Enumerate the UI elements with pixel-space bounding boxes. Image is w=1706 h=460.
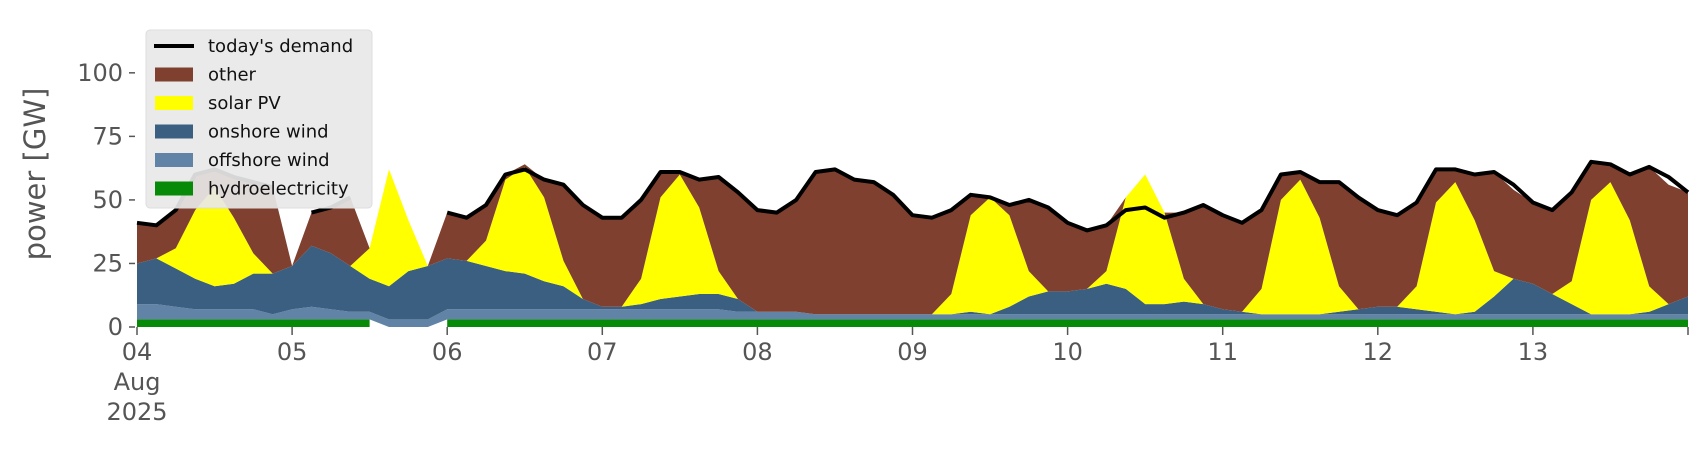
y-axis: 0 25 50 75 100 xyxy=(77,59,135,341)
area-hydroelectricity xyxy=(447,319,1689,327)
legend-swatch-hydroelectricity xyxy=(155,181,193,196)
legend-box xyxy=(145,29,373,209)
area-offshore-wind xyxy=(137,304,1688,327)
area-hydroelectricity xyxy=(137,319,370,327)
x-tick-label-0-1: Aug xyxy=(114,368,161,396)
legend: today's demand other solar PV onshore wind o… xyxy=(145,29,373,209)
legend-label-other: other xyxy=(208,65,257,86)
area-onshore-wind xyxy=(137,245,1688,320)
x-tick-label-5-0: 09 xyxy=(897,338,928,366)
y-tick-label-75: 75 xyxy=(92,122,123,150)
x-tick-label-7-0: 11 xyxy=(1207,338,1238,366)
area-solar-pv xyxy=(137,166,1688,315)
legend-label-offshore-wind: offshore wind xyxy=(208,150,330,171)
y-tick-label-100: 100 xyxy=(77,59,123,87)
y-tick-label-0: 0 xyxy=(108,313,123,341)
x-tick-label-0-0: 04 xyxy=(122,338,153,366)
x-tick-label-3-0: 07 xyxy=(587,338,618,366)
legend-label-hydroelectricity: hydroelectricity xyxy=(208,179,349,200)
area-layers xyxy=(137,161,1689,327)
legend-label-today-s-demand: today's demand xyxy=(208,36,353,57)
legend-swatch-other xyxy=(155,67,193,82)
legend-swatch-offshore-wind xyxy=(155,153,193,167)
legend-swatch-solar-pv xyxy=(155,96,193,110)
y-tick-label-50: 50 xyxy=(92,186,123,214)
legend-label-solar-pv: solar PV xyxy=(208,93,281,114)
y-tick-label-25: 25 xyxy=(92,249,123,277)
x-tick-label-2-0: 06 xyxy=(432,338,463,366)
x-tick-label-0-2: 2025 xyxy=(106,398,167,426)
x-tick-label-9-0: 13 xyxy=(1518,338,1549,366)
legend-swatch-onshore-wind xyxy=(155,124,193,139)
area-other xyxy=(137,161,1688,315)
x-tick-label-4-0: 08 xyxy=(742,338,773,366)
x-tick-label-1-0: 05 xyxy=(277,338,308,366)
x-tick-label-6-0: 10 xyxy=(1052,338,1083,366)
x-tick-label-8-0: 12 xyxy=(1363,338,1394,366)
legend-label-onshore-wind: onshore wind xyxy=(208,122,329,143)
y-axis-label: power [GW] xyxy=(18,88,52,261)
